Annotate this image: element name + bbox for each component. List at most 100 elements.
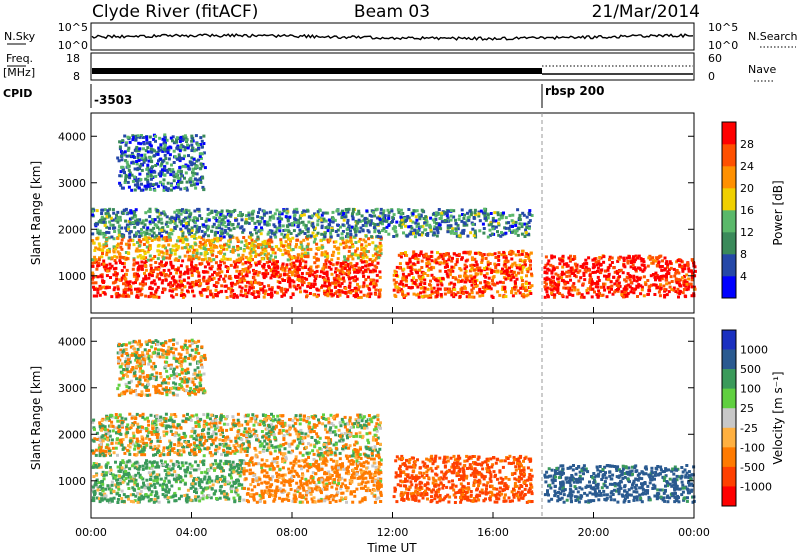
heatmap-cell <box>235 258 239 262</box>
heatmap-cell <box>487 223 491 227</box>
heatmap-cell <box>435 234 439 238</box>
heatmap-cell <box>300 280 304 284</box>
heatmap-cell <box>430 259 434 263</box>
heatmap-cell <box>590 295 594 299</box>
heatmap-cell <box>333 291 337 295</box>
heatmap-cell <box>145 186 148 190</box>
heatmap-cell <box>119 218 122 222</box>
heatmap-cell <box>209 466 213 470</box>
heatmap-cell <box>218 271 221 275</box>
heatmap-cell <box>466 211 469 215</box>
heatmap-cell <box>629 290 633 294</box>
heatmap-cell <box>284 215 288 219</box>
heatmap-cell <box>110 499 114 503</box>
heatmap-cell <box>224 497 228 501</box>
heatmap-cell <box>157 243 161 247</box>
heatmap-cell <box>120 500 124 504</box>
heatmap-cell <box>113 259 117 262</box>
heatmap-cell <box>111 223 115 227</box>
heatmap-cell <box>122 294 126 298</box>
heatmap-cell <box>179 270 182 274</box>
heatmap-cell <box>307 215 311 219</box>
heatmap-cell <box>172 179 176 183</box>
heatmap-cell <box>401 212 405 215</box>
heatmap-cell <box>500 216 504 220</box>
heatmap-cell <box>379 207 383 211</box>
heatmap-cell <box>161 182 165 186</box>
heatmap-cell <box>553 293 557 297</box>
heatmap-cell <box>251 241 255 245</box>
heatmap-cell <box>554 272 558 276</box>
heatmap-cell <box>215 236 219 240</box>
heatmap-cell <box>276 270 280 274</box>
heatmap-cell <box>153 494 157 498</box>
heatmap-cell <box>133 233 137 237</box>
heatmap-cell <box>157 149 161 153</box>
heatmap-cell <box>219 263 222 267</box>
heatmap-cell <box>545 290 549 294</box>
heatmap-cell <box>107 250 111 253</box>
heatmap-cell <box>132 213 136 217</box>
heatmap-cell <box>244 239 248 243</box>
heatmap-cell <box>154 134 158 138</box>
heatmap-cell <box>180 291 184 295</box>
heatmap-cell <box>254 252 258 256</box>
heatmap-cell <box>366 267 370 271</box>
heatmap-cell <box>485 267 489 271</box>
heatmap-cell <box>361 219 365 223</box>
heatmap-cell <box>140 264 144 268</box>
heatmap-cell <box>128 280 132 284</box>
heatmap-cell <box>102 473 106 477</box>
heatmap-cell <box>481 286 485 289</box>
heatmap-cell <box>312 285 316 289</box>
heatmap-cell <box>524 280 528 284</box>
heatmap-cell <box>212 258 216 262</box>
heatmap-cell <box>272 269 275 273</box>
heatmap-cell <box>562 272 566 276</box>
heatmap-cell <box>336 277 340 281</box>
heatmap-cell <box>167 235 171 239</box>
heatmap-cell <box>439 293 443 297</box>
heatmap-cell <box>367 275 370 279</box>
heatmap-cell <box>483 210 487 214</box>
heatmap-cell <box>332 250 336 254</box>
heatmap-cell <box>320 220 324 224</box>
heatmap-cell <box>102 220 106 224</box>
heatmap-cell <box>690 278 694 282</box>
heatmap-cell <box>620 290 624 294</box>
heatmap-cell <box>267 230 271 234</box>
heatmap-cell <box>155 275 159 279</box>
heatmap-cell <box>241 294 245 298</box>
heatmap-cell <box>690 275 694 279</box>
heatmap-cell <box>300 254 304 258</box>
heatmap-cell <box>170 216 174 220</box>
heatmap-cell <box>231 250 235 254</box>
heatmap-cell <box>612 266 616 270</box>
heatmap-cell <box>213 231 217 235</box>
heatmap-cell <box>183 285 187 289</box>
heatmap-cell <box>408 257 412 261</box>
heatmap-cell <box>195 159 199 163</box>
heatmap-cell <box>161 279 165 283</box>
heatmap-cell <box>511 294 515 298</box>
heatmap-cell <box>422 217 426 220</box>
heatmap-cell <box>207 218 211 222</box>
heatmap-cell <box>676 259 680 262</box>
heatmap-cell <box>392 278 396 282</box>
heatmap-cell <box>142 160 146 164</box>
heatmap-cell <box>173 268 177 272</box>
heatmap-cell <box>197 274 201 278</box>
heatmap-cell <box>640 263 644 267</box>
heatmap-cell <box>190 464 194 468</box>
heatmap-cell <box>197 143 201 147</box>
heatmap-cell <box>264 289 268 293</box>
heatmap-cell <box>223 483 227 486</box>
heatmap-cell <box>101 495 105 499</box>
heatmap-cell <box>142 225 146 229</box>
heatmap-cell <box>259 216 263 219</box>
heatmap-cell <box>216 465 220 469</box>
heatmap-cell <box>134 134 138 138</box>
heatmap-cell <box>423 286 427 290</box>
heatmap-cell <box>184 171 188 175</box>
heatmap-cell <box>434 214 438 218</box>
